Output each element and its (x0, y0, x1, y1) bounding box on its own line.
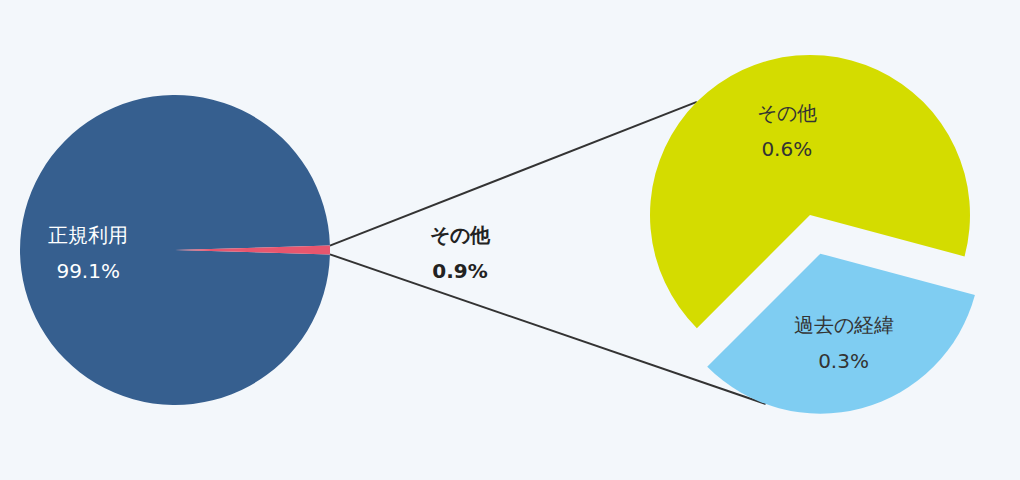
pie-0 (20, 95, 330, 405)
pie-slice (175, 246, 330, 255)
pie-slice (707, 254, 975, 414)
connector-line (330, 102, 697, 246)
slice-label: その他 (757, 101, 817, 125)
pies (20, 55, 975, 414)
slice-label: 過去の経緯 (794, 313, 894, 337)
slice-value: 0.3% (818, 349, 869, 373)
slice-label: その他 (430, 223, 491, 247)
slice-value: 0.9% (432, 259, 487, 283)
slice-value: 99.1% (56, 259, 120, 283)
pie-1 (650, 55, 975, 414)
pie-slice (20, 95, 330, 405)
chart: 正規利用 99.1% その他 0.9% その他 0.6% 過去の経緯 0.3% (0, 0, 1020, 480)
background (0, 0, 1020, 480)
slice-value: 0.6% (761, 137, 812, 161)
labels: 正規利用 99.1% その他 0.9% その他 0.6% 過去の経緯 0.3% (48, 101, 893, 373)
slice-label: 正規利用 (48, 223, 128, 247)
